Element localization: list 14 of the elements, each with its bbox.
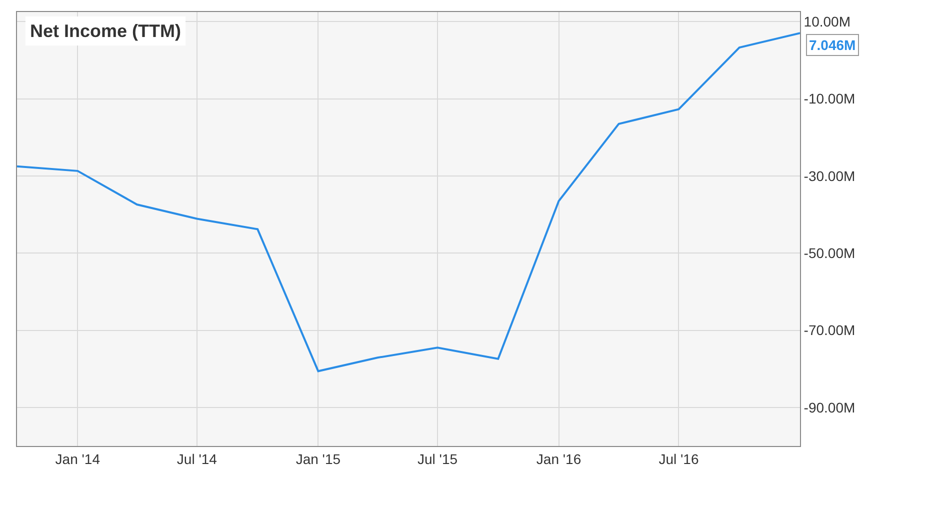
y-tick-label: -90.00M [804,399,856,416]
x-tick-label: Jul '16 [658,450,699,467]
data-label: 7.046M [809,37,856,53]
y-tick-label: -70.00M [804,322,856,338]
x-tick-label: Jul '15 [417,450,458,467]
x-tick-label: Jan '15 [296,450,341,467]
y-tick-label: 10.00M [804,14,851,30]
text: Net Income (TTM) [30,21,181,41]
y-tick-label: -10.00M [804,90,856,107]
x-tick-label: Jan '16 [536,450,582,467]
x-tick-label: Jul '14 [176,450,218,467]
y-tick-label: -50.00M [804,245,856,262]
y-tick-label: -30.00M [804,168,856,184]
x-tick-label: Jan '14 [55,450,100,467]
